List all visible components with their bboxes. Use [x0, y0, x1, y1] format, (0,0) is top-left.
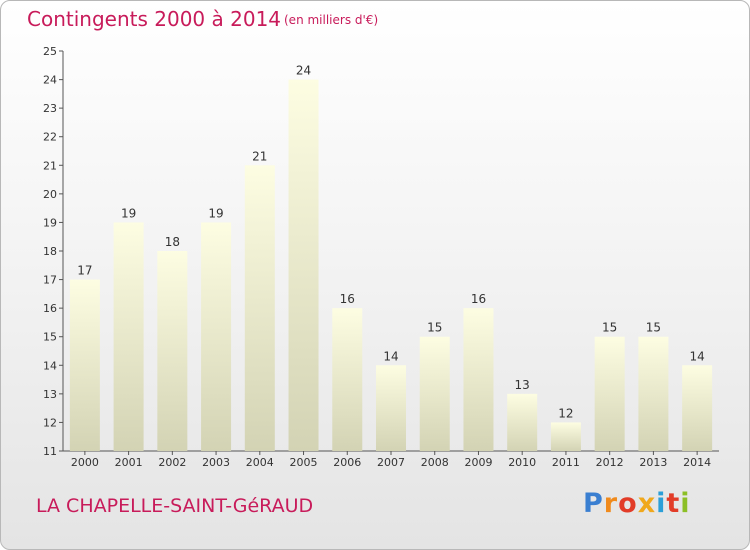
x-tick-label: 2008 [421, 456, 449, 469]
x-tick-label: 2011 [552, 456, 580, 469]
logo-letter: o [618, 488, 638, 519]
y-tick-label: 19 [43, 216, 57, 229]
chart-title: Contingents 2000 à 2014 [27, 7, 282, 31]
chart-subtitle: (en milliers d'€) [284, 13, 379, 27]
x-tick-label: 2005 [290, 456, 318, 469]
y-tick-label: 17 [43, 274, 57, 287]
bar-value-label: 21 [252, 149, 267, 163]
logo-letter: i [656, 488, 667, 519]
y-tick-label: 16 [43, 302, 57, 315]
bar [201, 222, 232, 451]
bar [419, 336, 450, 451]
y-tick-label: 11 [43, 445, 57, 458]
y-tick-label: 20 [43, 188, 57, 201]
bar-value-label: 19 [121, 206, 136, 220]
y-tick-label: 13 [43, 388, 57, 401]
bar [507, 393, 538, 451]
bar-value-label: 15 [427, 321, 442, 335]
bar [69, 279, 100, 451]
x-tick-label: 2012 [596, 456, 624, 469]
bar-value-label: 19 [208, 206, 223, 220]
bar [244, 165, 275, 452]
y-tick-label: 22 [43, 131, 57, 144]
proxiti-logo[interactable]: Proxiti [583, 488, 691, 519]
bar-value-label: 17 [77, 264, 92, 278]
bar-value-label: 18 [165, 235, 180, 249]
x-tick-label: 2003 [202, 456, 230, 469]
bar-value-label: 15 [602, 321, 617, 335]
bar-value-label: 24 [296, 64, 311, 78]
y-tick-label: 21 [43, 159, 57, 172]
x-tick-label: 2002 [158, 456, 186, 469]
logo-letter: i [680, 488, 691, 519]
bar-value-label: 14 [689, 349, 704, 363]
logo-letter: t [666, 488, 681, 519]
x-tick-label: 2004 [246, 456, 274, 469]
bar [594, 336, 625, 451]
bar [682, 365, 713, 451]
bar-value-label: 15 [646, 321, 661, 335]
bar [113, 222, 144, 451]
bar [157, 251, 188, 451]
y-tick-label: 14 [43, 359, 57, 372]
logo-letter: P [583, 488, 604, 519]
bar-value-label: 12 [558, 406, 573, 420]
x-tick-label: 2009 [464, 456, 492, 469]
y-tick-label: 24 [43, 74, 57, 87]
bar [376, 365, 406, 451]
data-labels: 17 19 18 19 21 24 16 14 15 16 13 12 15 15 14 [77, 64, 705, 421]
x-tick-label: 2006 [333, 456, 361, 469]
bar [288, 79, 319, 452]
x-tick-label: 2010 [508, 456, 536, 469]
y-tick-label: 18 [43, 245, 57, 258]
bar-value-label: 16 [471, 292, 486, 306]
bar [332, 308, 363, 451]
axes: 11 12 13 14 15 16 17 18 19 20 21 22 23 24 25 2000 2001 20… [43, 45, 719, 469]
bar-value-label: 13 [515, 378, 530, 392]
x-tick-label: 2001 [115, 456, 143, 469]
bars [69, 79, 713, 452]
x-tick-label: 2007 [377, 456, 405, 469]
x-tick-label: 2014 [683, 456, 711, 469]
commune-name: LA CHAPELLE-SAINT-GéRAUD [36, 495, 314, 517]
bar [463, 308, 494, 451]
bar [550, 422, 581, 451]
x-tick-label: 2000 [71, 456, 99, 469]
bar [638, 336, 669, 451]
y-tick-label: 12 [43, 416, 57, 429]
y-tick-label: 15 [43, 331, 57, 344]
bar-value-label: 16 [340, 292, 355, 306]
y-tick-label: 25 [43, 45, 57, 58]
logo-letter: r [603, 488, 619, 519]
x-tick-label: 2013 [639, 456, 667, 469]
logo-letter: x [637, 488, 657, 519]
bar-value-label: 14 [383, 349, 398, 363]
y-tick-label: 23 [43, 102, 57, 115]
